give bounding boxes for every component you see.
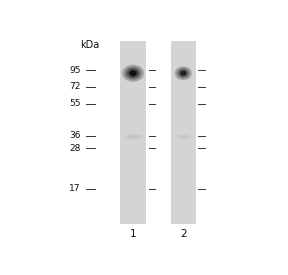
Ellipse shape xyxy=(123,135,143,139)
Ellipse shape xyxy=(177,135,189,138)
Ellipse shape xyxy=(175,67,192,80)
Ellipse shape xyxy=(178,69,188,77)
Ellipse shape xyxy=(129,136,137,138)
Ellipse shape xyxy=(180,71,187,76)
Bar xyxy=(171,42,196,224)
Text: 2: 2 xyxy=(180,229,187,239)
Text: 28: 28 xyxy=(69,144,81,153)
Ellipse shape xyxy=(122,65,144,81)
Bar xyxy=(120,42,147,224)
Text: kDa: kDa xyxy=(80,40,99,50)
Ellipse shape xyxy=(130,71,136,75)
Text: 55: 55 xyxy=(69,100,81,108)
Ellipse shape xyxy=(177,68,190,78)
Text: 17: 17 xyxy=(69,184,81,193)
Text: 1: 1 xyxy=(130,229,137,239)
Ellipse shape xyxy=(175,135,192,139)
Ellipse shape xyxy=(125,67,142,79)
Ellipse shape xyxy=(127,68,139,78)
Text: 72: 72 xyxy=(69,82,81,92)
Ellipse shape xyxy=(180,136,187,138)
Text: 95: 95 xyxy=(69,65,81,75)
Ellipse shape xyxy=(126,135,140,138)
Text: 36: 36 xyxy=(69,131,81,140)
Ellipse shape xyxy=(129,70,137,76)
Ellipse shape xyxy=(181,72,185,75)
